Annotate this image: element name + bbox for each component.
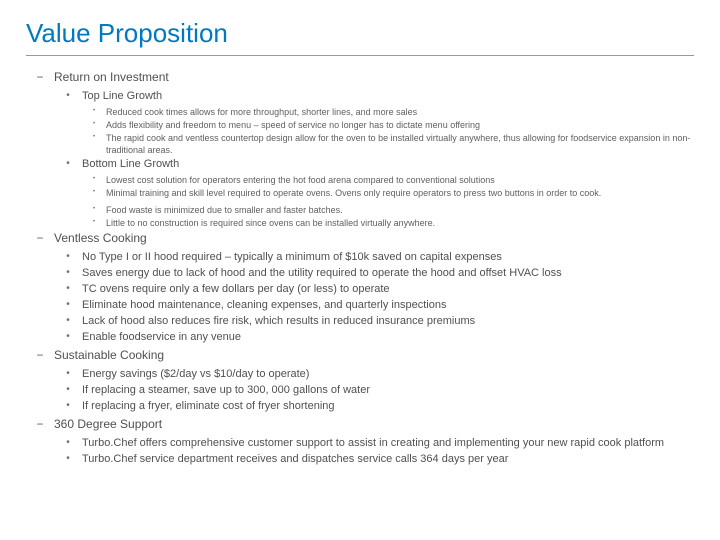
bullet-marker: •	[82, 132, 106, 157]
content-body: −Return on Investment•Top Line Growth•Re…	[26, 70, 694, 469]
list-item: •Eliminate hood maintenance, cleaning ex…	[26, 299, 694, 315]
dash-marker: −	[26, 70, 54, 90]
bullet-marker: •	[82, 204, 106, 217]
item-text: Ventless Cooking	[54, 231, 694, 245]
item-text: Energy savings ($2/day vs $10/day to ope…	[82, 368, 694, 380]
item-text: Turbo.Chef offers comprehensive customer…	[82, 437, 694, 449]
item-text: No Type I or II hood required – typicall…	[82, 251, 694, 263]
item-text: The rapid cook and ventless countertop d…	[106, 132, 694, 156]
list-item: •If replacing a steamer, save up to 300,…	[26, 384, 694, 400]
list-item: •Turbo.Chef offers comprehensive custome…	[26, 437, 694, 453]
item-text: Top Line Growth	[82, 90, 694, 102]
list-item: •If replacing a fryer, eliminate cost of…	[26, 400, 694, 416]
list-item: •Minimal training and skill level requir…	[26, 187, 694, 200]
list-item: •Adds flexibility and freedom to menu – …	[26, 119, 694, 132]
page-title: Value Proposition	[26, 18, 694, 56]
bullet-marker: •	[54, 400, 82, 416]
list-item: •Top Line Growth	[26, 90, 694, 106]
list-item: •Bottom Line Growth	[26, 158, 694, 174]
bullet-marker: •	[54, 331, 82, 347]
item-text: Turbo.Chef service department receives a…	[82, 453, 694, 465]
bullet-marker: •	[82, 106, 106, 119]
list-item: •Enable foodservice in any venue	[26, 331, 694, 347]
list-item: •Food waste is minimized due to smaller …	[26, 204, 694, 217]
dash-marker: −	[26, 231, 54, 251]
bullet-marker: •	[82, 174, 106, 187]
bullet-marker: •	[54, 267, 82, 283]
bullet-marker: •	[54, 368, 82, 384]
bullet-marker: •	[54, 90, 82, 106]
bullet-marker: •	[54, 158, 82, 174]
item-text: Return on Investment	[54, 70, 694, 84]
item-text: Lack of hood also reduces fire risk, whi…	[82, 315, 694, 327]
item-text: If replacing a steamer, save up to 300, …	[82, 384, 694, 396]
list-item: •Lack of hood also reduces fire risk, wh…	[26, 315, 694, 331]
list-item: •TC ovens require only a few dollars per…	[26, 283, 694, 299]
list-item: •Turbo.Chef service department receives …	[26, 453, 694, 469]
list-item: •The rapid cook and ventless countertop …	[26, 132, 694, 157]
item-text: Bottom Line Growth	[82, 158, 694, 170]
item-text: Saves energy due to lack of hood and the…	[82, 267, 694, 279]
bullet-marker: •	[54, 453, 82, 469]
list-item: •Lowest cost solution for operators ente…	[26, 174, 694, 187]
list-item: •No Type I or II hood required – typical…	[26, 251, 694, 267]
bullet-marker: •	[82, 217, 106, 230]
bullet-marker: •	[82, 119, 106, 132]
item-text: Little to no construction is required si…	[106, 217, 694, 229]
list-item: −Return on Investment	[26, 70, 694, 90]
bullet-marker: •	[54, 299, 82, 315]
list-item: •Reduced cook times allows for more thro…	[26, 106, 694, 119]
list-item: −360 Degree Support	[26, 417, 694, 437]
bullet-marker: •	[54, 251, 82, 267]
bullet-marker: •	[54, 384, 82, 400]
item-text: If replacing a fryer, eliminate cost of …	[82, 400, 694, 412]
dash-marker: −	[26, 348, 54, 368]
bullet-marker: •	[82, 187, 106, 200]
item-text: Minimal training and skill level require…	[106, 187, 694, 199]
item-text: Eliminate hood maintenance, cleaning exp…	[82, 299, 694, 311]
list-item: −Ventless Cooking	[26, 231, 694, 251]
item-text: Food waste is minimized due to smaller a…	[106, 204, 694, 216]
item-text: Sustainable Cooking	[54, 348, 694, 362]
dash-marker: −	[26, 417, 54, 437]
list-item: •Little to no construction is required s…	[26, 217, 694, 230]
list-item: •Energy savings ($2/day vs $10/day to op…	[26, 368, 694, 384]
list-item: −Sustainable Cooking	[26, 348, 694, 368]
bullet-marker: •	[54, 437, 82, 453]
item-text: 360 Degree Support	[54, 417, 694, 431]
item-text: Reduced cook times allows for more throu…	[106, 106, 694, 118]
bullet-marker: •	[54, 283, 82, 299]
item-text: Enable foodservice in any venue	[82, 331, 694, 343]
item-text: Adds flexibility and freedom to menu – s…	[106, 119, 694, 131]
item-text: TC ovens require only a few dollars per …	[82, 283, 694, 295]
bullet-marker: •	[54, 315, 82, 331]
item-text: Lowest cost solution for operators enter…	[106, 174, 694, 186]
list-item: •Saves energy due to lack of hood and th…	[26, 267, 694, 283]
